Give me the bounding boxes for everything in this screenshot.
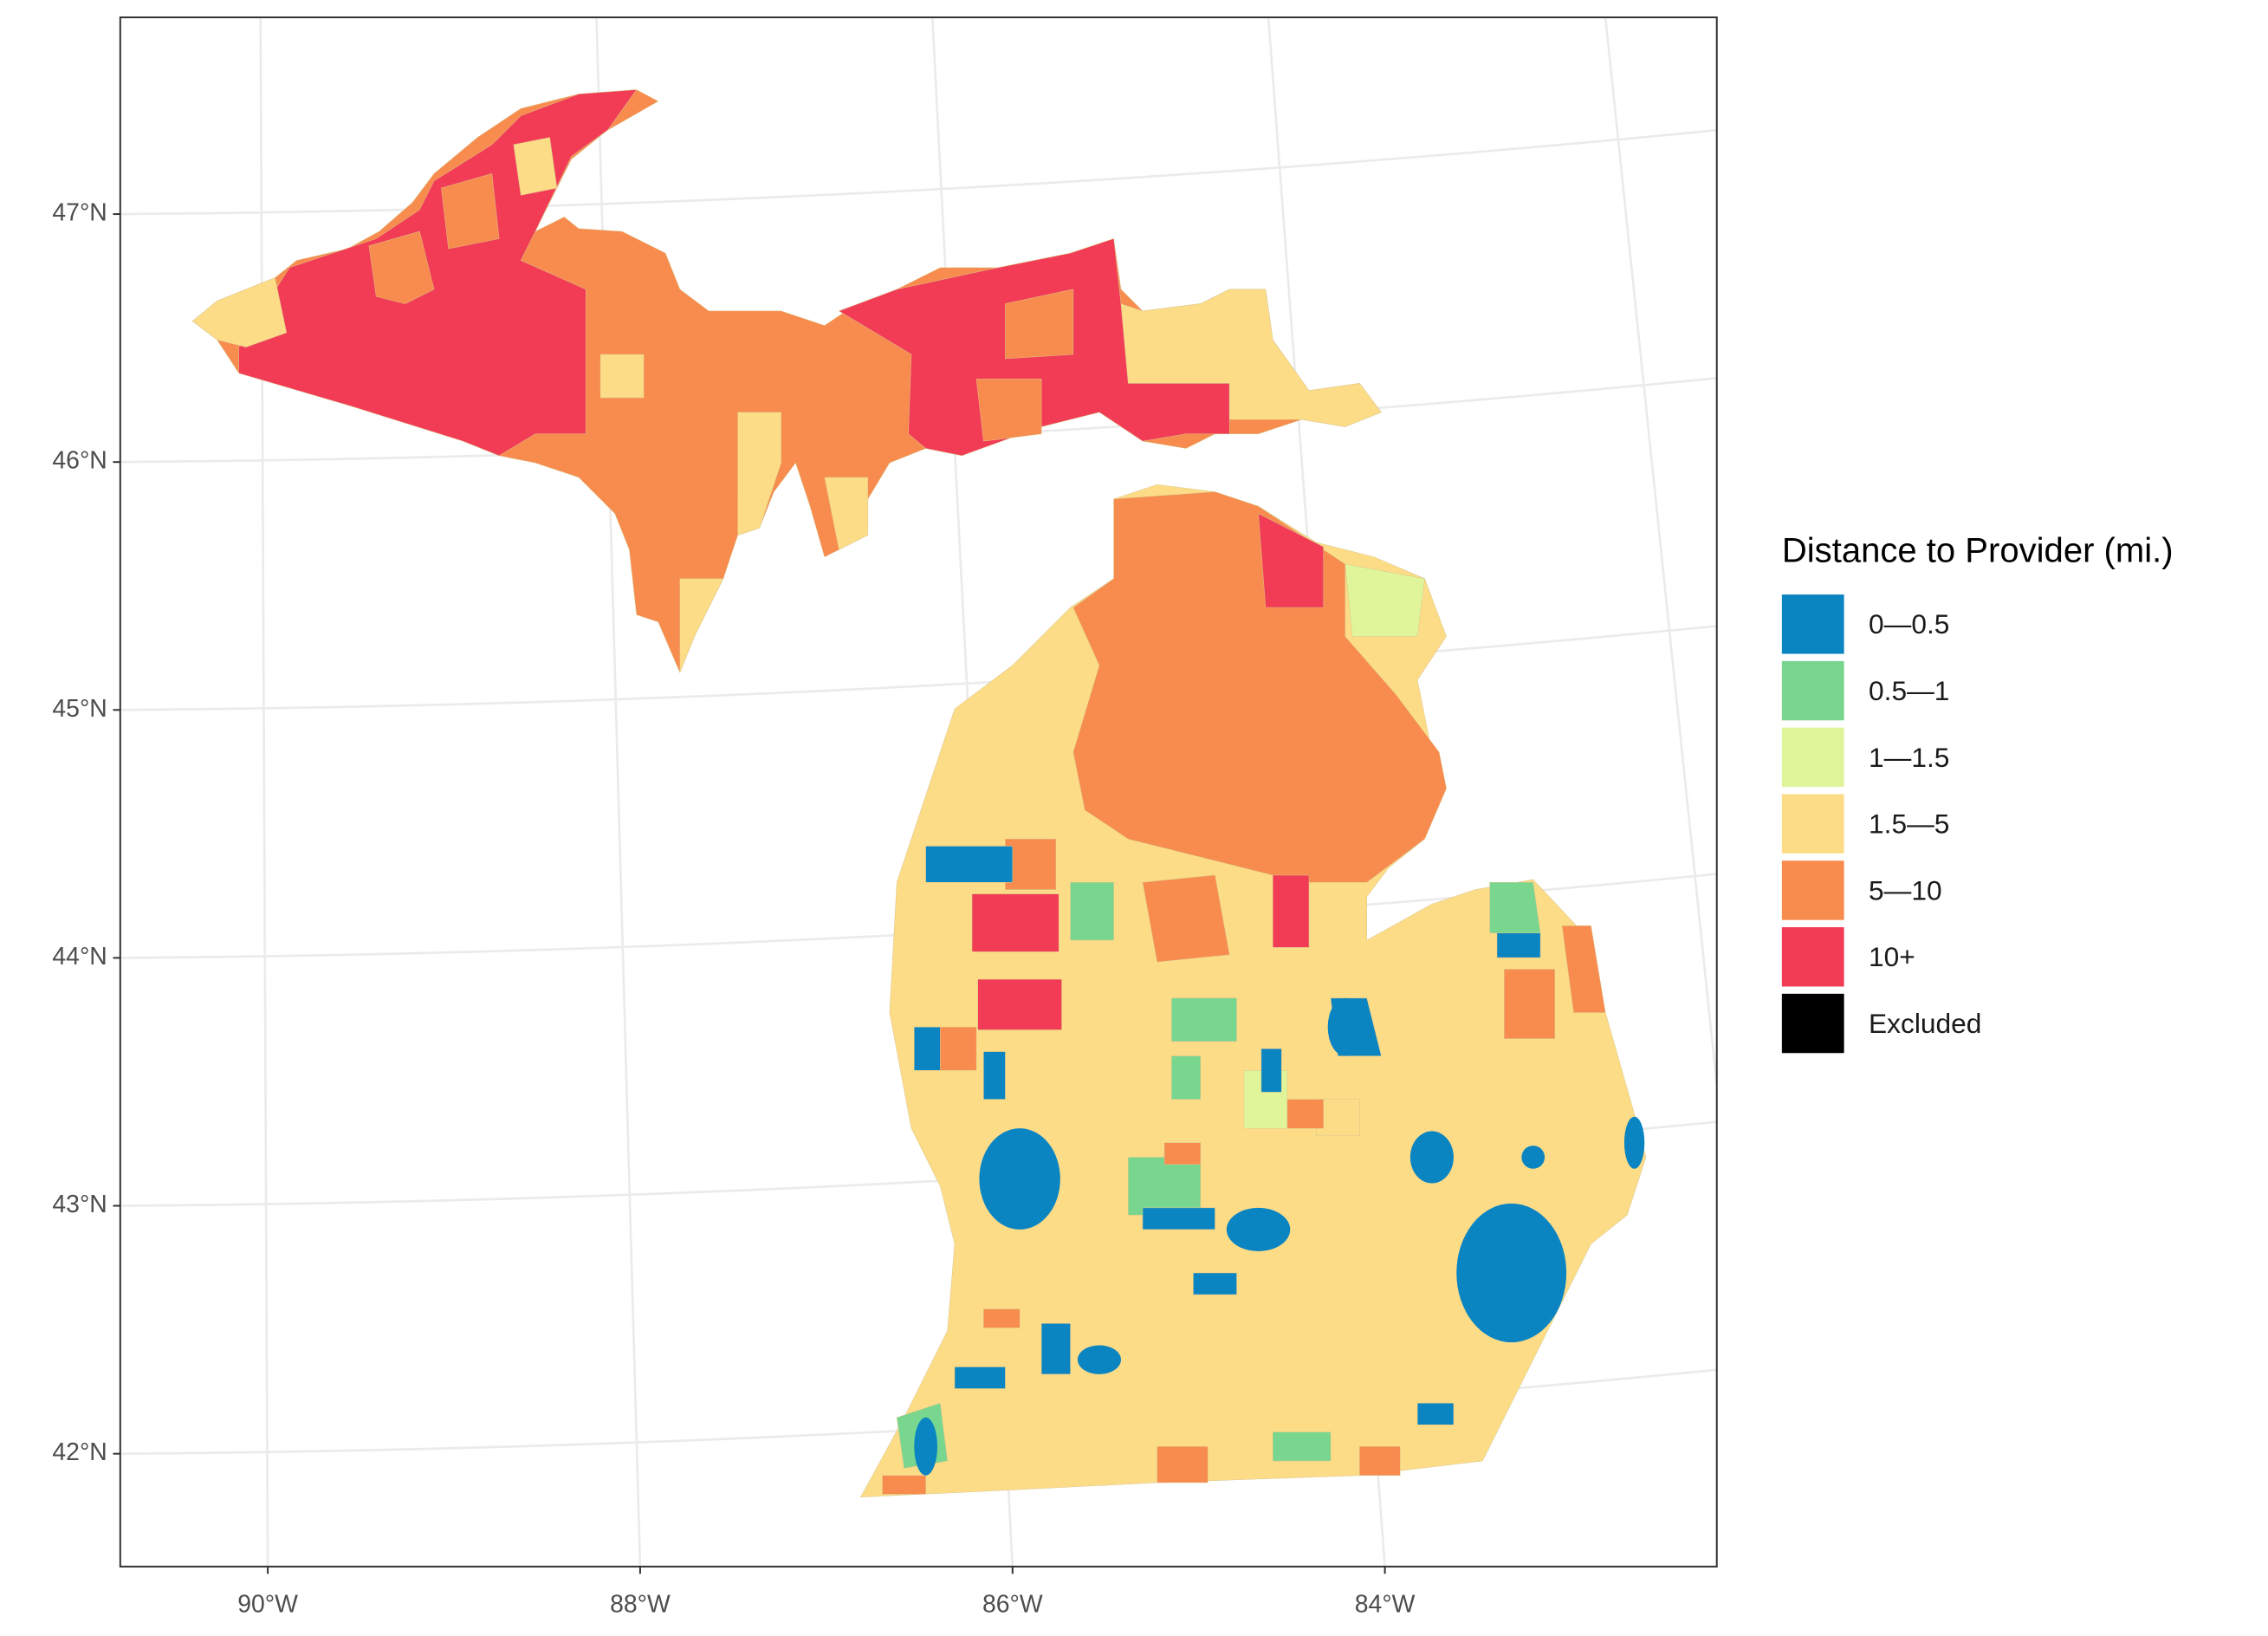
region xyxy=(1258,513,1324,608)
legend-label: 0—0.5 xyxy=(1869,608,1949,639)
region xyxy=(1345,563,1425,637)
region xyxy=(368,230,435,304)
legend-swatch xyxy=(1781,794,1844,854)
region xyxy=(860,484,1647,1498)
y-tick-label: 46°N xyxy=(52,447,107,475)
legend-swatch xyxy=(1781,660,1844,721)
legend-swatch xyxy=(1781,594,1844,654)
region xyxy=(1120,289,1382,427)
region xyxy=(1273,874,1310,948)
y-tick-label: 42°N xyxy=(52,1438,107,1466)
region xyxy=(1561,925,1606,1013)
grid-line xyxy=(120,625,1717,711)
grid-line xyxy=(259,17,269,1567)
legend-label: 10+ xyxy=(1869,941,1915,972)
region xyxy=(191,277,288,347)
region xyxy=(914,1026,941,1071)
y-tick-label: 47°N xyxy=(52,199,107,227)
region xyxy=(1157,1446,1209,1483)
region xyxy=(1504,969,1556,1039)
region xyxy=(1416,1402,1455,1425)
region xyxy=(940,1026,977,1071)
region xyxy=(954,1367,1006,1389)
region xyxy=(882,1475,926,1495)
region xyxy=(1005,289,1074,360)
region xyxy=(737,412,781,536)
x-tick-label: 90°W xyxy=(237,1590,298,1618)
region xyxy=(1171,1055,1202,1100)
region xyxy=(1273,1432,1332,1462)
region xyxy=(513,137,558,196)
region xyxy=(824,477,869,550)
region xyxy=(1260,1048,1282,1093)
region xyxy=(679,578,724,673)
urban-region xyxy=(1409,1131,1454,1184)
urban-region xyxy=(1327,997,1363,1056)
region xyxy=(1040,1323,1071,1375)
region xyxy=(1005,838,1057,890)
region xyxy=(1128,1157,1202,1216)
legend-label: 1—1.5 xyxy=(1869,742,1949,773)
region xyxy=(1171,997,1237,1042)
region xyxy=(977,978,1062,1030)
legend-label: 1.5—5 xyxy=(1869,808,1949,840)
legend-label: 0.5—1 xyxy=(1869,675,1949,706)
urban-region xyxy=(1456,1203,1567,1343)
legend-swatch xyxy=(1781,860,1844,920)
legend-label: Excluded xyxy=(1869,1008,1981,1039)
urban-region xyxy=(1226,1207,1291,1251)
urban-region xyxy=(979,1128,1060,1230)
legend-label: 5—10 xyxy=(1869,874,1942,906)
region xyxy=(1359,1446,1401,1476)
y-tick-label: 45°N xyxy=(52,695,107,723)
region xyxy=(1070,882,1114,941)
region xyxy=(1496,932,1541,958)
region xyxy=(971,893,1059,952)
legend-swatch xyxy=(1781,927,1844,987)
region xyxy=(983,1051,1006,1100)
urban-region xyxy=(1623,1116,1645,1169)
urban-region xyxy=(1521,1146,1545,1169)
region xyxy=(1489,882,1541,933)
region xyxy=(925,846,1014,883)
region xyxy=(1142,1207,1215,1230)
region xyxy=(1193,1272,1237,1295)
x-tick-label: 88°W xyxy=(610,1590,671,1618)
grid-line xyxy=(1604,16,1719,1086)
axes: 42°N 43°N 44°N 45°N 46°N 47°N 90°W 88°W 86°W 84°W xyxy=(52,199,1415,1619)
legend: Distance to Provider (mi.) 0—0.5 0.5—1 1—1… xyxy=(1781,531,2174,1054)
x-tick-label: 84°W xyxy=(1355,1590,1416,1618)
region xyxy=(1072,491,1447,883)
legend-swatch xyxy=(1781,727,1844,788)
region xyxy=(599,354,645,399)
region xyxy=(1142,874,1230,963)
legend-swatch xyxy=(1781,993,1844,1054)
region xyxy=(441,172,500,250)
region xyxy=(983,1308,1021,1328)
urban-region xyxy=(1077,1345,1121,1374)
map xyxy=(191,89,1647,1498)
x-tick-label: 86°W xyxy=(982,1590,1043,1618)
region xyxy=(975,379,1042,442)
urban-region xyxy=(914,1417,937,1476)
grid-line xyxy=(120,128,1717,216)
panel-border xyxy=(119,16,1718,1568)
region xyxy=(1163,1142,1202,1165)
y-tick-label: 43°N xyxy=(52,1191,107,1218)
region xyxy=(1286,1099,1324,1129)
y-tick-label: 44°N xyxy=(52,943,107,971)
legend-title: Distance to Provider (mi.) xyxy=(1782,531,2174,569)
